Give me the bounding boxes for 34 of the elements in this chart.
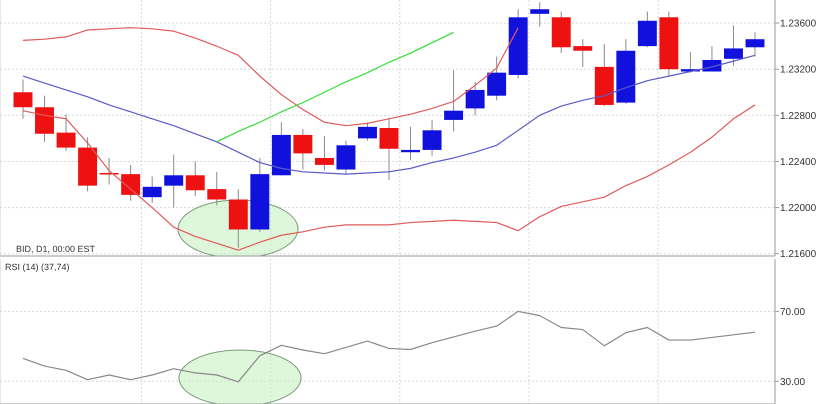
y-tick-label: 70.00: [780, 306, 806, 318]
candlestick: [746, 32, 764, 58]
candlestick: [358, 122, 377, 142]
annotation: BID, D1, 00:00 EST: [16, 244, 96, 254]
candlestick: [422, 119, 442, 156]
candlestick: [487, 56, 506, 101]
candlestick: [56, 114, 76, 152]
candlestick: [466, 81, 485, 116]
candlestick: [121, 164, 140, 202]
candlestick: [100, 157, 119, 186]
y-tick-label: 1.22800: [780, 110, 817, 122]
line-series: [216, 32, 454, 142]
y-tick-label: 1.23600: [780, 18, 817, 30]
candlestick: [142, 176, 162, 204]
candlestick: [164, 154, 184, 208]
candlestick: [293, 128, 312, 170]
y-tick-label: 1.21600: [780, 249, 817, 260]
y-tick-label: 30.00: [780, 376, 806, 388]
line-series: [22, 310, 756, 382]
chart-title: RSI (14) (37,74): [5, 262, 70, 272]
candlestick: [530, 2, 550, 28]
candlestick: [186, 160, 205, 197]
y-tick-label: 1.22000: [780, 203, 817, 214]
candlestick: [14, 79, 32, 120]
candlestick: [444, 70, 464, 132]
y-tick-label: 1.22400: [780, 156, 817, 168]
candlestick: [380, 117, 398, 180]
line-series: [22, 54, 756, 175]
candlestick: [314, 136, 334, 172]
candlestick: [573, 38, 592, 68]
candlestick: [207, 171, 226, 206]
candlestick: [724, 24, 743, 66]
line-series: [22, 27, 519, 126]
y-tick-label: 1.23200: [780, 64, 817, 76]
